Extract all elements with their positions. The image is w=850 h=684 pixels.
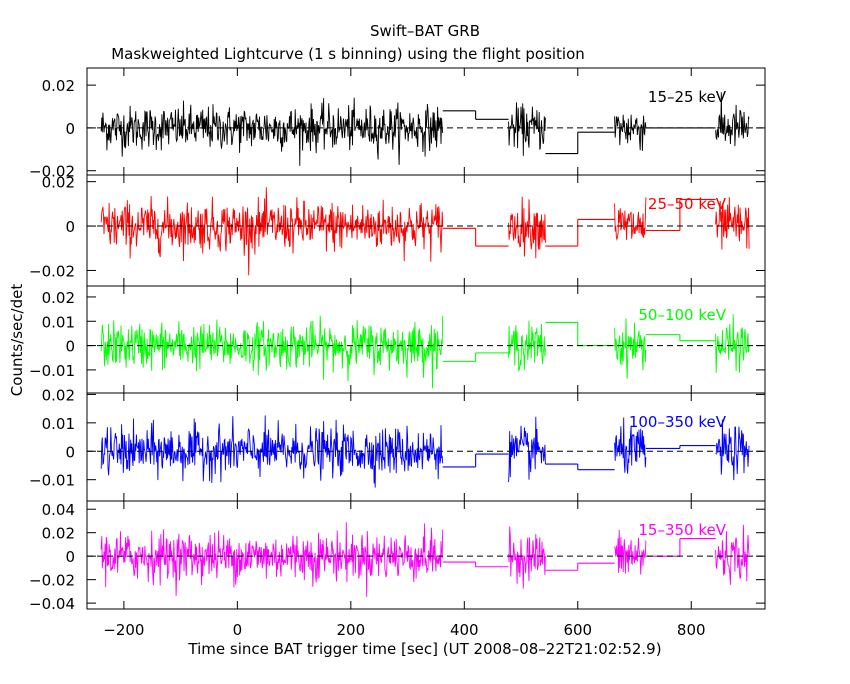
panel-5-frame [86,500,766,610]
panel-1: −0.02 0 0.02 15–25 keV [29,67,766,181]
panel-2-segment-3 [614,197,647,242]
panel-3-segment-2 [508,320,546,372]
panel-1-segment-3 [614,114,647,151]
x-axis: −200 0 200 400 600 800 [103,621,705,639]
panel-4: −0.01 0 0.01 0.02 100–350 keV [29,386,766,502]
panel-4-ytick-label-3: 0.01 [42,415,75,433]
panel-2-ytick-label-2: 0 [65,218,75,236]
panel-5-ytick-label-5: 0.04 [42,501,75,519]
panel-3-ytick-label-5: 0.02 [42,289,75,307]
panel-3-ytick-label-3: 0 [65,338,75,356]
panel-3-data [100,314,750,389]
panel-2-ytick-label-1: −0.02 [29,262,75,280]
x-tick-label-2: 0 [233,621,243,639]
panel-3-ytick-label-4: 0.01 [42,313,75,331]
panel-3-segment-1 [100,315,444,389]
panel-5-ytick-label-3: 0 [65,548,75,566]
panel-4-segment-3 [614,417,647,474]
x-tick-label-6: 800 [677,621,706,639]
x-axis-label: Time since BAT trigger time [sec] (UT 20… [187,640,661,658]
chart-subtitle: Maskweighted Lightcurve (1 s binning) us… [111,45,585,63]
panel-2-segment-1 [100,187,444,276]
panel-2-ytick-label-3: 0.02 [42,174,75,192]
panel-1-segment-1 [100,97,444,166]
panel-1-segment-2 [508,102,546,156]
panel-5-ytick-label-2: −0.02 [29,572,75,590]
panel-3: −0.01 0 0.01 0.02 50–100 keV [29,285,766,394]
y-axis-label: Counts/sec/det [8,284,26,397]
panel-1-band-label: 15–25 keV [648,88,727,106]
panel-4-segment-2 [508,416,546,483]
x-tick-label-4: 400 [450,621,479,639]
panel-4-data [100,415,750,488]
panel-4-band-label: 100–350 keV [629,413,727,431]
panel-5-ytick-label-4: 0.02 [42,525,75,543]
panel-4-ytick-label-4: 0.02 [42,386,75,404]
panel-1-ytick-label-3: 0.02 [42,77,75,95]
panel-4-ytick-label-2: 0 [65,443,75,461]
panel-5: −0.04 −0.02 0 0.02 0.04 15–350 keV [29,500,766,613]
panel-3-ytick-label-2: −0.01 [29,362,75,380]
panel-1-ytick-label-1: −0.02 [29,163,75,181]
panel-4-ytick-label-1: −0.01 [29,472,75,490]
panel-3-band-label: 50–100 keV [638,306,726,324]
panel-3-segment-3 [614,318,647,379]
panel-5-segment-1 [100,522,444,597]
x-tick-label-3: 200 [337,621,366,639]
chart-title: Swift–BAT GRB [370,22,480,40]
panel-5-segment-2 [508,526,546,589]
panel-4-segment-4 [715,419,750,481]
panel-1-ytick-label-2: 0 [65,120,75,138]
panel-4-segment-1 [100,415,444,488]
panel-3-frame [86,285,766,394]
panel-5-segment-3 [614,529,647,575]
panel-2-band-label: 25–50 keV [648,195,727,213]
x-tick-label-1: −200 [103,621,144,639]
panel-2-segment-2 [508,196,546,259]
panel-5-band-label: 15–350 keV [638,521,726,539]
panel-2-data [100,187,750,276]
panel-2-segment-4 [715,197,750,250]
panel-5-ytick-label-1: −0.04 [29,595,75,613]
x-tick-label-5: 600 [563,621,592,639]
panel-2: −0.02 0 0.02 25–50 keV [29,174,766,287]
